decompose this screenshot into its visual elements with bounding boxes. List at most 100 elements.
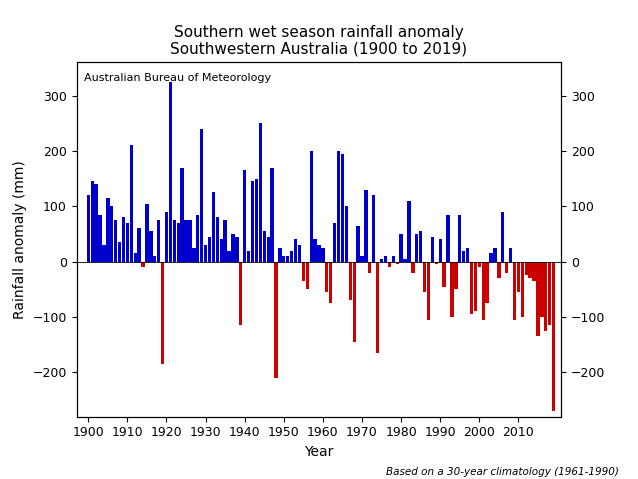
Bar [466,248,470,262]
Bar [372,195,375,262]
Bar [278,248,281,262]
Bar [427,262,430,320]
Bar [122,217,125,262]
Bar [478,262,481,267]
Bar [505,262,508,273]
Bar [267,237,270,262]
Bar [251,182,254,262]
Bar [165,212,168,262]
Bar [106,198,110,262]
Bar [223,220,227,262]
Bar [470,262,473,314]
Bar [110,206,114,262]
Bar [168,81,172,262]
Bar [509,248,512,262]
Bar [443,262,446,286]
Bar [552,262,555,411]
Bar [196,215,200,262]
Bar [188,220,191,262]
Bar [540,262,544,317]
Bar [447,215,450,262]
Bar [524,262,528,275]
Bar [177,223,180,262]
Bar [415,234,419,262]
Bar [306,262,309,289]
Bar [149,231,152,262]
Bar [142,262,145,267]
Bar [309,151,313,262]
Bar [348,262,352,300]
Bar [145,204,149,262]
Bar [91,182,94,262]
Bar [161,262,164,364]
Bar [216,217,219,262]
Bar [192,248,195,262]
Bar [114,220,117,262]
Bar [501,212,505,262]
Bar [286,256,290,262]
Y-axis label: Rainfall anomaly (mm): Rainfall anomaly (mm) [13,160,27,319]
Bar [450,262,454,317]
Bar [337,151,340,262]
Bar [153,256,156,262]
Bar [302,262,305,281]
X-axis label: Year: Year [304,445,334,459]
Bar [438,240,442,262]
Bar [102,245,106,262]
Bar [517,262,520,292]
Bar [157,220,160,262]
Bar [403,259,406,262]
Bar [232,234,235,262]
Bar [263,231,266,262]
Bar [532,262,536,281]
Bar [181,168,184,262]
Bar [482,262,485,320]
Bar [274,262,278,378]
Bar [419,231,422,262]
Bar [94,184,98,262]
Bar [298,245,301,262]
Text: Based on a 30-year climatology (1961-1990): Based on a 30-year climatology (1961-199… [386,467,619,477]
Bar [462,251,465,262]
Bar [258,123,262,262]
Bar [98,215,101,262]
Bar [243,170,246,262]
Bar [271,168,274,262]
Bar [388,262,391,267]
Bar [407,201,411,262]
Bar [208,237,211,262]
Bar [133,253,137,262]
Bar [325,262,329,292]
Bar [513,262,516,320]
Bar [137,228,141,262]
Bar [184,220,188,262]
Bar [313,240,316,262]
Title: Southern wet season rainfall anomaly
Southwestern Australia (1900 to 2019): Southern wet season rainfall anomaly Sou… [170,24,468,57]
Bar [317,245,321,262]
Bar [345,206,348,262]
Bar [423,262,426,292]
Bar [493,248,496,262]
Bar [322,248,325,262]
Bar [392,256,395,262]
Bar [282,256,285,262]
Bar [544,262,547,331]
Bar [454,262,457,289]
Bar [341,154,344,262]
Bar [528,262,532,278]
Bar [219,240,223,262]
Bar [364,190,367,262]
Bar [537,262,540,336]
Bar [489,253,493,262]
Bar [87,195,90,262]
Bar [247,251,250,262]
Bar [130,145,133,262]
Bar [399,234,403,262]
Bar [126,223,129,262]
Bar [357,226,360,262]
Bar [204,245,207,262]
Bar [486,262,489,303]
Bar [353,262,356,342]
Bar [368,262,371,273]
Bar [255,179,258,262]
